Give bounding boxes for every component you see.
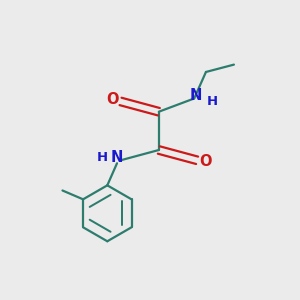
Text: O: O xyxy=(199,154,212,169)
Text: H: H xyxy=(97,151,108,164)
Text: N: N xyxy=(190,88,202,103)
Text: H: H xyxy=(207,95,218,108)
Text: O: O xyxy=(106,92,118,107)
Text: N: N xyxy=(111,150,123,165)
